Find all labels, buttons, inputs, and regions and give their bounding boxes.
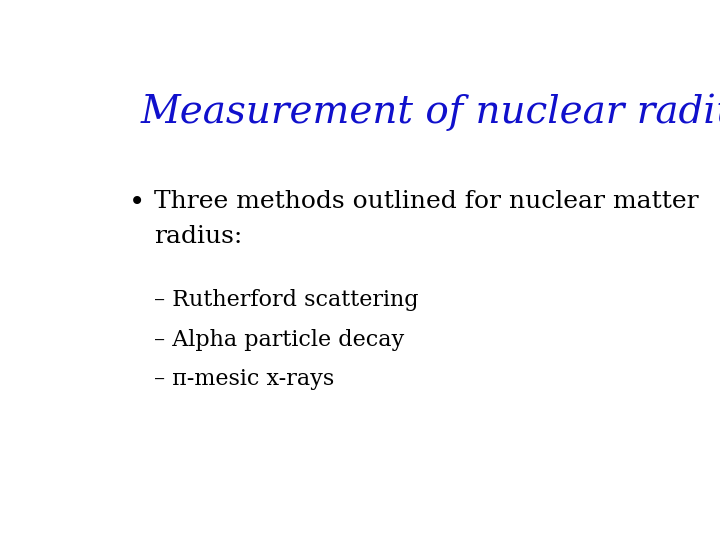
Text: Three methods outlined for nuclear matter: Three methods outlined for nuclear matte… — [154, 190, 699, 213]
Text: – Alpha particle decay: – Alpha particle decay — [154, 329, 405, 351]
Text: Measurement of nuclear radius: Measurement of nuclear radius — [140, 94, 720, 131]
Text: radius:: radius: — [154, 225, 243, 248]
Text: – Rutherford scattering: – Rutherford scattering — [154, 289, 418, 312]
Text: – π-mesic x-rays: – π-mesic x-rays — [154, 368, 334, 390]
Text: •: • — [129, 190, 145, 217]
